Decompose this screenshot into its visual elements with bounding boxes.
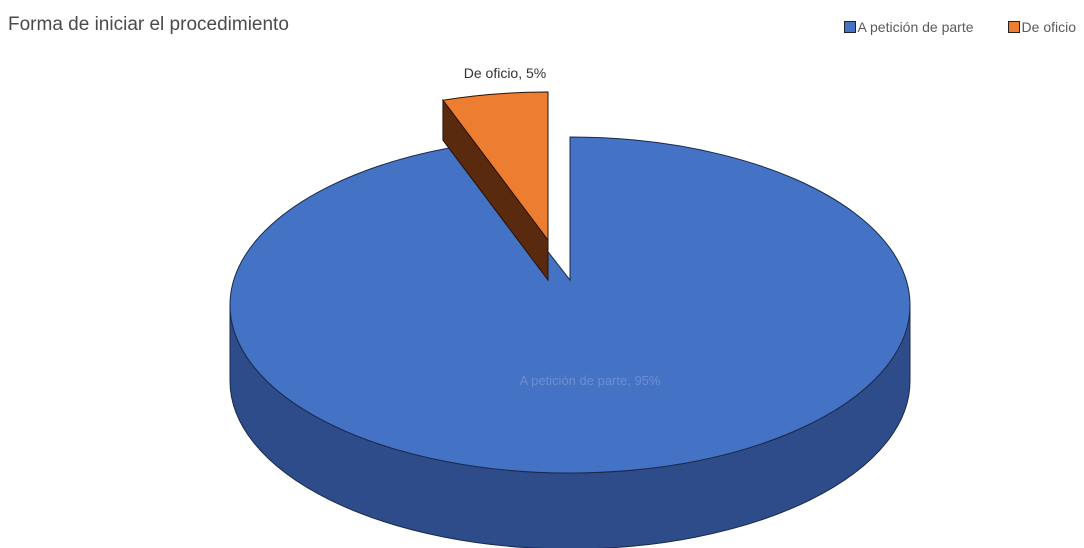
legend-swatch-a-peticion	[843, 21, 856, 33]
data-label-a-peticion: A petición de parte, 95%	[520, 373, 661, 388]
legend-label-de-oficio: De oficio	[1021, 19, 1076, 35]
legend-label-a-peticion: A petición de parte	[857, 19, 974, 35]
legend-swatch-de-oficio	[1007, 21, 1020, 33]
legend-item-a-peticion: A petición de parte	[843, 19, 974, 35]
slice-de-oficio	[442, 91, 549, 242]
slice-a-peticion	[229, 136, 911, 474]
legend: A petición de parte De oficio	[843, 19, 1076, 35]
legend-item-de-oficio: De oficio	[1007, 19, 1076, 35]
data-label-de-oficio: De oficio, 5%	[464, 65, 546, 81]
chart-title: Forma de iniciar el procedimiento	[8, 14, 289, 35]
